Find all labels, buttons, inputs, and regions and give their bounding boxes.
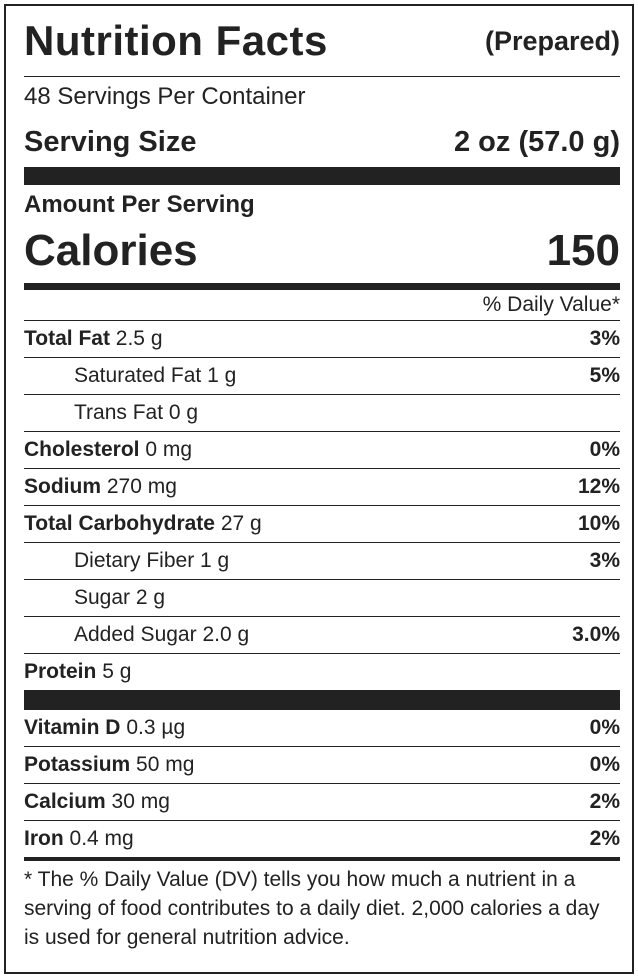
nutrient-amount: 2.0 g [202,623,250,646]
thick-rule [24,167,620,185]
nutrient: Saturated Fat 1 g [24,364,236,388]
nutrient-row: Trans Fat 0 g [24,395,620,432]
vitamins: Vitamin D 0.3 µg 0% Potassium 50 mg 0% Calci… [24,710,620,858]
amount-per-serving: Amount Per Serving [24,191,255,218]
nutrient: Sugar 2 g [24,586,165,610]
nutrient-row: Total Fat 2.5 g 3% [24,321,620,358]
calories: Calories 150 [24,225,620,277]
nutrient-row: Potassium 50 mg 0% [24,747,620,784]
nutrient-row: Calcium 30 mg 2% [24,784,620,821]
daily-value: 3% [589,549,620,572]
nutrient-name: Vitamin D [24,716,121,739]
nutrient-name: Protein [24,660,97,683]
nutrient: Added Sugar 2.0 g [24,623,249,647]
nutrient-amount: 2.5 g [115,327,163,350]
label-content: Nutrition Facts (Prepared) 48 Servings P… [24,6,620,952]
nutrient-amount: 270 mg [106,475,177,498]
daily-value: 0% [589,438,620,461]
daily-value: 0% [589,753,620,776]
nutrient-amount: 0.4 mg [69,827,134,850]
nutrient-amount: 0.3 µg [126,716,186,739]
nutrient-name: Dietary Fiber [74,549,195,572]
nutrient-row: Cholesterol 0 mg 0% [24,432,620,469]
thick-rule [24,690,620,710]
daily-value: 10% [577,512,620,535]
nutrient-row: Saturated Fat 1 g 5% [24,358,620,395]
servings: 48 Servings Per Container [24,83,306,110]
daily-value: 2% [589,827,620,850]
daily-value: 3.0% [572,623,620,646]
medium-rule [24,283,620,290]
daily-value-header: % Daily Value* [24,290,620,321]
nutrition-label: Nutrition Facts (Prepared) 48 Servings P… [4,4,634,974]
nutrient-name: Saturated Fat [74,364,202,387]
nutrient: Trans Fat 0 g [24,401,198,425]
daily-value: 5% [589,364,620,387]
nutrient: Cholesterol 0 mg [24,438,192,462]
nutrient: Sodium 270 mg [24,475,177,499]
nutrient-name: Sugar [74,586,131,609]
serving-size: Serving Size 2 oz (57.0 g) [24,117,620,167]
nutrient-name: Total Carbohydrate [24,512,215,535]
nutrient-row: Iron 0.4 mg 2% [24,821,620,858]
nutrient-amount: 0 g [168,401,199,424]
nutrient-name: Sodium [24,475,101,498]
calories-label: Calories [24,226,198,275]
nutrient-amount: 5 g [102,660,132,683]
nutrient-name: Total Fat [24,327,110,350]
daily-value: 12% [577,475,620,498]
nutrient-amount: 27 g [220,512,262,535]
nutrient-amount: 1 g [207,364,237,387]
nutrient-amount: 50 mg [136,753,195,776]
nutrient-name: Trans Fat [74,401,164,424]
nutrient-row: Added Sugar 2.0 g 3.0% [24,617,620,654]
nutrient: Potassium 50 mg [24,753,194,777]
nutrient-amount: 2 g [135,586,166,609]
nutrient: Dietary Fiber 1 g [24,549,229,573]
daily-value: 3% [589,327,620,350]
nutrient-amount: 0 mg [145,438,193,461]
nutrients: Total Fat 2.5 g 3% Saturated Fat 1 g 5% Tran… [24,321,620,691]
rule [24,857,620,861]
serving-size-value: 2 oz (57.0 g) [454,125,620,158]
daily-value: 0% [589,716,620,739]
nutrient-amount: 1 g [200,549,230,572]
nutrient-amount: 30 mg [111,790,170,813]
nutrient: Iron 0.4 mg [24,827,134,851]
qualifier: (Prepared) [484,25,620,56]
nutrient-name: Cholesterol [24,438,140,461]
nutrient: Protein 5 g [24,660,131,684]
daily-value: 2% [589,790,620,813]
nutrient: Total Carbohydrate 27 g [24,512,262,536]
nutrient-row: Dietary Fiber 1 g 3% [24,543,620,580]
nutrient-row: Protein 5 g [24,654,620,691]
nutrient: Calcium 30 mg [24,790,170,814]
footnote: * The % Daily Value (DV) tells you how m… [24,868,600,949]
nutrient-row: Sugar 2 g [24,580,620,617]
nutrient-row: Vitamin D 0.3 µg 0% [24,710,620,747]
nutrient: Total Fat 2.5 g [24,327,163,351]
nutrient: Vitamin D 0.3 µg [24,716,185,740]
nutrient-name: Iron [24,827,64,850]
title: Nutrition Facts [24,17,328,64]
nutrient-name: Added Sugar [74,623,197,646]
nutrient-name: Potassium [24,753,131,776]
header: Nutrition Facts (Prepared) [24,6,620,77]
nutrient-name: Calcium [24,790,106,813]
serving-size-label: Serving Size [24,125,197,158]
nutrient-row: Total Carbohydrate 27 g 10% [24,506,620,543]
calories-value: 150 [546,226,620,275]
nutrient-row: Sodium 270 mg 12% [24,469,620,506]
